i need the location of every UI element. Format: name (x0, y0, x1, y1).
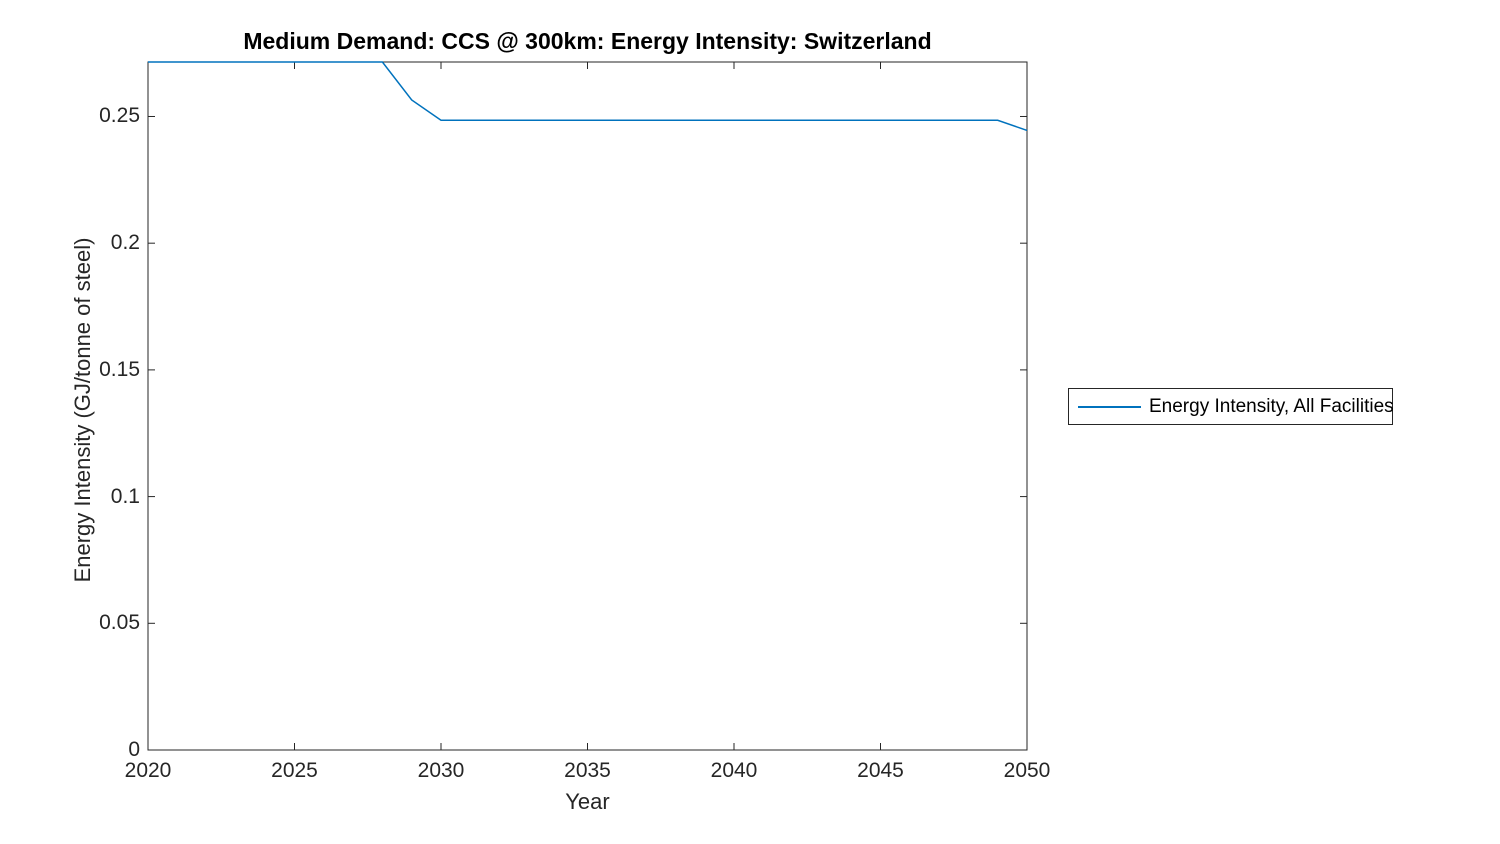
x-tick-label: 2020 (124, 759, 172, 782)
y-tick-label: 0.15 (99, 357, 140, 381)
y-tick-label: 0.2 (110, 231, 140, 255)
y-tick-label: 0.25 (99, 104, 140, 128)
x-tick-label: 2040 (710, 759, 758, 782)
y-tick-label: 0.05 (99, 611, 140, 635)
legend-entry-label: Energy Intensity, All Facilities (1149, 395, 1394, 417)
y-tick-label: 0 (128, 738, 140, 761)
x-axis-label: Year (565, 789, 610, 814)
x-tick-label: 2025 (271, 759, 318, 782)
legend-line-sample (1078, 405, 1141, 408)
series-line (148, 61, 1028, 132)
y-axis-label: Energy Intensity (GJ/tonne of steel) (70, 237, 95, 583)
y-tick-label: 0.1 (110, 484, 140, 508)
x-tick-label: 2035 (564, 759, 611, 782)
x-tick-label: 2030 (417, 759, 465, 782)
x-tick-label: 2045 (857, 759, 904, 782)
axes-box (147, 61, 1028, 751)
x-tick-label: 2050 (1003, 759, 1051, 782)
chart-title: Medium Demand: CCS @ 300km: Energy Inten… (243, 28, 932, 54)
legend[interactable]: Energy Intensity, All Facilities (1068, 388, 1394, 425)
